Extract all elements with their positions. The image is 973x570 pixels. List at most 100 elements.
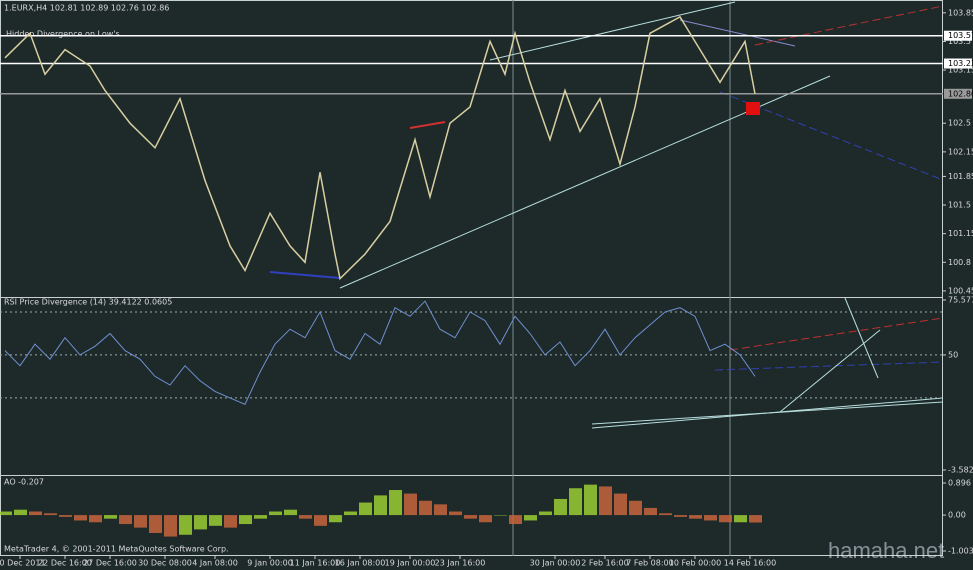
price-level-label: 102.86 <box>948 89 973 98</box>
y-tick-label: 50 <box>948 350 958 359</box>
histogram-bar <box>134 515 147 528</box>
divergence-line <box>269 271 341 279</box>
period-separators <box>512 0 731 556</box>
histogram-bar <box>254 515 267 519</box>
indicator-title: RSI Price Divergence (14) 39.4122 0.0605 <box>4 298 172 307</box>
trend-line <box>489 1 736 61</box>
histogram-bar <box>29 511 42 516</box>
y-tick-label: 100.45 <box>948 286 973 295</box>
histogram-bar <box>749 515 762 523</box>
plot-frame <box>0 0 943 556</box>
x-tick-label: 9 Jan 00:00 <box>247 559 293 568</box>
x-tick-label: 2 Feb 16:00 <box>581 559 628 568</box>
histogram-bar <box>344 511 357 516</box>
price-label-box <box>944 58 972 69</box>
histogram-bar <box>674 515 687 517</box>
histogram-bar <box>44 513 57 516</box>
histogram-bar <box>404 493 417 516</box>
histogram-bar <box>479 515 492 523</box>
histogram-bar <box>119 515 132 525</box>
histogram-bar <box>314 515 327 526</box>
signal-marker <box>746 102 760 115</box>
histogram-bar <box>149 515 162 533</box>
x-tick-label: 27 Dec 16:00 <box>83 559 137 568</box>
series-line <box>4 15 756 281</box>
histogram-bar <box>659 513 672 516</box>
histogram-bar <box>524 515 537 521</box>
histogram-bar <box>554 498 567 516</box>
watermark: hamaha.net <box>828 538 944 563</box>
histogram-bar <box>269 511 282 516</box>
divergence-line <box>409 121 446 129</box>
price-label-box <box>944 88 972 99</box>
histogram-bar <box>224 515 237 528</box>
trend-line <box>591 401 944 425</box>
histogram-bar <box>374 495 387 516</box>
histogram-bar <box>734 515 747 523</box>
histogram-bar <box>239 515 252 525</box>
histogram-bar <box>449 511 462 516</box>
histogram-bar <box>284 509 297 516</box>
price-label-box <box>944 30 972 41</box>
y-tick-label: 75.5773 <box>948 296 973 305</box>
x-tick-label: 7 Feb 08:00 <box>626 559 673 568</box>
frame <box>0 0 943 556</box>
histogram-bar <box>359 502 372 516</box>
annotation: Hidden Divergence on Low's <box>6 30 120 39</box>
histogram-bar <box>584 484 597 516</box>
histogram-bar <box>59 515 72 517</box>
x-tick-label: 4 Jan 08:00 <box>192 559 238 568</box>
price-level-label: 103.23 <box>948 59 973 68</box>
copyright: MetaTrader 4, © 2001-2011 MetaQuotes Sof… <box>4 545 229 554</box>
histogram-bar <box>539 511 552 516</box>
histogram-bar <box>599 486 612 516</box>
histogram-bar <box>329 515 342 523</box>
histogram-bar <box>209 515 222 526</box>
y-tick-label: 102.5 <box>948 119 971 128</box>
histogram-bar <box>629 500 642 516</box>
histogram-bar <box>704 515 717 521</box>
x-tick-label: 19 Jan 00:00 <box>385 559 436 568</box>
y-tick-label: 0.00 <box>948 511 966 520</box>
y-tick-label: 103.15 <box>948 66 973 75</box>
histogram-bar <box>299 515 312 519</box>
y-tick-label: 100.8 <box>948 258 971 267</box>
x-tick-label: 14 Feb 16:00 <box>724 559 776 568</box>
histogram-bar <box>464 515 477 519</box>
series-line <box>4 300 756 405</box>
histogram-bar <box>509 515 522 525</box>
y-tick-label: 103.85 <box>948 8 973 17</box>
y-tick-label: 0.896 <box>948 479 971 488</box>
histogram-bar <box>644 507 657 516</box>
histogram-bar <box>494 515 507 516</box>
trend-line <box>714 361 944 371</box>
histogram-bar <box>719 515 732 523</box>
y-tick-label: 102.15 <box>948 147 973 156</box>
trend-line <box>844 297 879 379</box>
y-tick-label: 103.5 <box>948 37 971 46</box>
histogram-bar <box>434 504 447 516</box>
histogram-bar <box>194 515 207 530</box>
y-tick-label: 101.5 <box>948 201 971 210</box>
histogram-bar <box>0 511 12 516</box>
histogram-bar <box>614 493 627 516</box>
histogram-bar <box>569 488 582 516</box>
trend-line <box>754 5 944 46</box>
histogram-bar <box>14 509 27 516</box>
histogram-bar <box>389 490 402 516</box>
histogram-bar <box>89 515 102 523</box>
y-tick-label: -1.003 <box>948 547 973 556</box>
y-tick-label: 101.85 <box>948 172 973 181</box>
x-tick-label: 20 Dec 2011 <box>0 559 46 568</box>
histogram-bar <box>104 515 117 519</box>
x-tick-label: 10 Feb 00:00 <box>669 559 721 568</box>
x-tick-label: 30 Jan 00:00 <box>530 559 581 568</box>
x-tick-label: 11 Jan 16:00 <box>290 559 341 568</box>
price-level-label: 103.57 <box>948 31 973 40</box>
x-tick-label: 22 Dec 16:00 <box>38 559 92 568</box>
x-tick-label: 23 Jan 16:00 <box>435 559 486 568</box>
y-tick-label: -3.582 <box>948 466 973 475</box>
x-tick-label: 30 Dec 08:00 <box>138 559 192 568</box>
